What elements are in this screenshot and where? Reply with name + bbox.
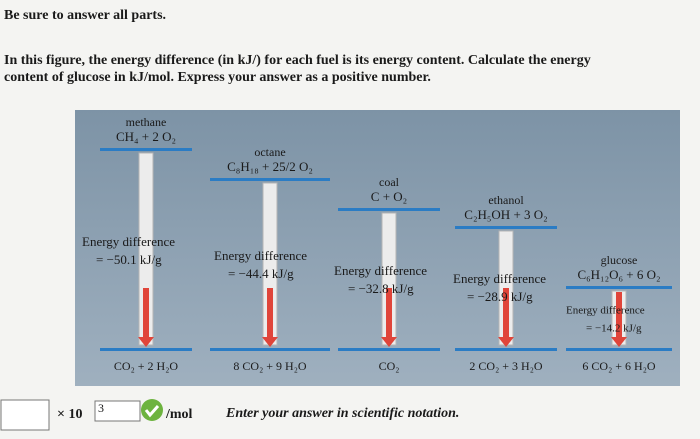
- energy-label: Energy difference: [453, 271, 546, 286]
- energy-level: [455, 226, 557, 229]
- energy-level: [455, 348, 557, 351]
- energy-value: = −14.2 kJ/g: [586, 323, 642, 335]
- energy-label: Energy difference: [566, 305, 645, 317]
- energy-label: Energy difference: [214, 248, 307, 263]
- fuel-name: glucose: [601, 253, 638, 267]
- arrow-shaft: [143, 288, 149, 338]
- energy-value: = −50.1 kJ/g: [96, 252, 162, 267]
- reactants: C₆H₁₂O₆ + 6 O₂: [577, 267, 660, 282]
- instruction-line: In this figure, the energy difference (i…: [4, 53, 591, 68]
- arrow-shaft: [386, 288, 392, 338]
- energy-level: [338, 208, 440, 211]
- energy-value: = −44.4 kJ/g: [228, 266, 294, 281]
- energy-level: [100, 348, 192, 351]
- arrow-head: [262, 337, 278, 347]
- arrow-shaft: [267, 288, 273, 338]
- reactants: C₈H₁₈ + 25/2 O₂: [227, 159, 313, 174]
- arrow-head: [611, 337, 627, 347]
- energy-level: [566, 348, 672, 351]
- unit: /mol: [165, 407, 193, 422]
- check-mark: [144, 405, 160, 418]
- arrow-shaft: [616, 292, 622, 338]
- answer-input[interactable]: [0, 399, 50, 431]
- products: CO₂ + 2 H₂O: [114, 359, 178, 373]
- correct-icon: [141, 399, 163, 421]
- energy-level: [566, 286, 672, 289]
- fuel-name: coal: [379, 175, 400, 189]
- arrow-shaft: [503, 288, 509, 338]
- exponent-input[interactable]: [94, 400, 141, 422]
- hint: Enter your answer in scientific notation…: [225, 406, 459, 421]
- energy-label: Energy difference: [82, 234, 175, 249]
- arrow-head: [498, 337, 514, 347]
- energy-level: [100, 148, 192, 151]
- energy-label: Energy difference: [334, 263, 427, 278]
- instruction-title: Be sure to answer all parts.: [4, 8, 166, 23]
- instruction-line: content of glucose in kJ/mol. Express yo…: [4, 70, 431, 85]
- fuel-name: octane: [254, 145, 285, 159]
- energy-value: = −32.8 kJ/g: [348, 281, 414, 296]
- reactants: CH₄ + 2 O₂: [116, 129, 176, 144]
- products: 6 CO₂ + 6 H₂O: [582, 359, 655, 373]
- energy-level: [210, 348, 330, 351]
- reactants: C + O₂: [371, 189, 407, 204]
- energy-level: [338, 348, 440, 351]
- energy-level: [210, 178, 330, 181]
- figure-panel: [75, 110, 680, 386]
- reactants: C₂H₅OH + 3 O₂: [464, 207, 547, 222]
- arrow-head: [138, 337, 154, 347]
- products: CO₂: [379, 359, 400, 373]
- energy-value: = −28.9 kJ/g: [467, 289, 533, 304]
- fuel-name: methane: [126, 115, 167, 129]
- products: 2 CO₂ + 3 H₂O: [469, 359, 542, 373]
- products: 8 CO₂ + 9 H₂O: [233, 359, 306, 373]
- multiplier: × 10: [57, 407, 82, 422]
- fuel-name: ethanol: [488, 193, 524, 207]
- exponent: 3: [98, 401, 104, 415]
- arrow-head: [381, 337, 397, 347]
